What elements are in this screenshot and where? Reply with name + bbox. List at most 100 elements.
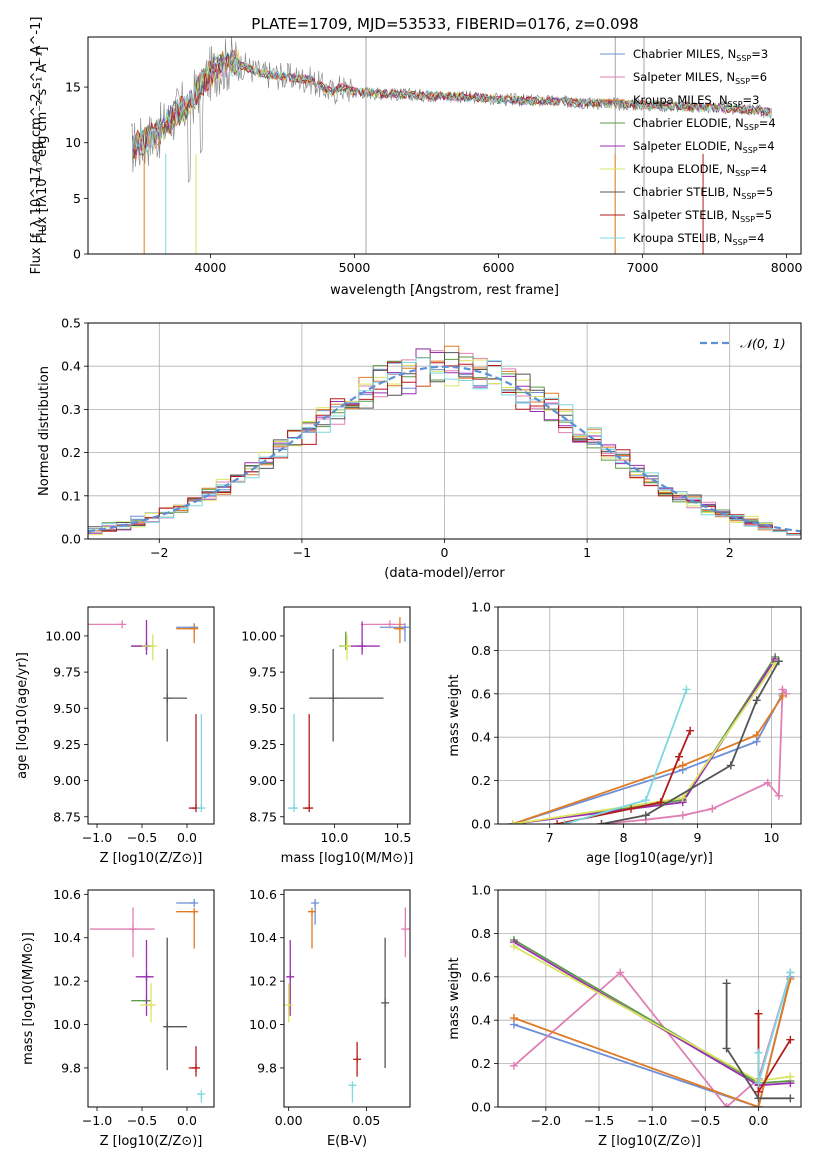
y-tick-label: 9.00 — [53, 773, 81, 788]
x-tick-label: 0.05 — [353, 1113, 381, 1128]
y-tick-label: 10.0 — [249, 1017, 277, 1032]
x-tick-label: −0.5 — [690, 1113, 720, 1128]
y-tick-label: 10.4 — [53, 930, 81, 945]
y-tick-label: 1.0 — [471, 883, 491, 898]
y-tick-label: 0.2 — [471, 1056, 491, 1071]
y-tick-label: 10.00 — [45, 628, 81, 643]
axes-frame — [497, 889, 802, 1108]
data-point — [148, 642, 157, 651]
y-tick-label: 1.0 — [471, 600, 491, 615]
data-point — [754, 1048, 763, 1057]
axes-frame — [87, 606, 215, 825]
x-axis-label: Z [log10(Z/Z⊙)] — [598, 1134, 701, 1149]
y-tick-label: 10 — [65, 135, 81, 150]
weight-line — [601, 687, 787, 824]
data-point — [353, 1055, 362, 1064]
panel-spectrum: 4000 5000 6000 7000 8000 0 5 10 15 wavelength [An… — [29, 17, 803, 298]
axes-frame — [283, 606, 411, 825]
y-tick-label: 0.5 — [61, 316, 81, 331]
x-tick-label: −1 — [293, 545, 311, 560]
massweight_vs_Z-plot-area — [498, 890, 801, 1107]
data-point — [786, 1072, 795, 1081]
data-point — [190, 907, 199, 916]
y-tick-label: 0.0 — [471, 817, 491, 832]
x-tick-label: 0 — [441, 545, 449, 560]
y-tick-label: 0.4 — [471, 1013, 491, 1028]
y-axis-label: mass weight — [447, 957, 462, 1039]
legend-label: Salpeter STELIB, NSSP=5 — [633, 208, 772, 224]
x-tick-label: 10.0 — [320, 830, 348, 845]
massweight_vs_age-plot-area — [498, 607, 801, 824]
data-point — [190, 624, 199, 633]
age_vs_Z-plot-area — [88, 620, 206, 813]
data-point — [163, 694, 172, 703]
data-point — [129, 925, 137, 934]
data-point — [147, 1001, 155, 1010]
y-tick-label: 0.4 — [61, 359, 81, 374]
data-point — [774, 791, 783, 800]
model-spectrum-line — [132, 56, 771, 160]
x-tick-label: 8 — [620, 830, 628, 845]
data-point — [284, 1001, 293, 1010]
data-point — [348, 1081, 357, 1090]
data-point — [786, 968, 795, 977]
data-point — [627, 804, 636, 813]
y-tick-label: 9.50 — [249, 701, 277, 716]
y-axis-label: Flux [fλ10⁻¹⁷ erg cm⁻² s⁻¹ A⁻¹] — [35, 47, 50, 244]
data-point — [395, 624, 404, 633]
observed-spectrum-line — [130, 37, 772, 183]
legend-label: Kroupa ELODIE, NSSP=4 — [633, 162, 767, 178]
model-spectrum-line — [132, 51, 771, 157]
axes-frame — [87, 322, 802, 540]
data-point — [678, 761, 687, 770]
histogram-salpeter-stelib — [88, 357, 801, 535]
y-axis-label: mass [log10(M/M⊙)] — [21, 932, 36, 1065]
data-point — [509, 942, 518, 951]
y-tick-label: 10.2 — [53, 974, 81, 989]
y-tick-label: 8.75 — [53, 809, 81, 824]
model-spectrum-line — [132, 51, 771, 154]
y-tick-label: 0.8 — [471, 926, 491, 941]
data-point — [752, 731, 761, 740]
x-tick-label: −1.5 — [584, 1113, 614, 1128]
data-point — [308, 907, 316, 916]
model-spectrum-line — [132, 49, 771, 154]
gaussian-curve — [88, 365, 801, 533]
data-point — [358, 642, 367, 651]
x-axis-label: (data-model)/error — [384, 566, 505, 581]
data-point — [197, 1089, 206, 1098]
x-tick-label: 0.0 — [177, 830, 197, 845]
y-tick-label: 15 — [65, 80, 81, 95]
legend-label: Kroupa STELIB, NSSP=4 — [633, 231, 764, 247]
y-tick-label: 0.1 — [61, 488, 81, 503]
panel-residuals: −2 −1 0 1 2 0.0 0.1 0.2 0.3 0.4 0.5 (data-model)/er… — [37, 316, 802, 581]
data-point — [678, 793, 687, 802]
data-point — [778, 691, 787, 700]
panel-massweight_vs_Z: −2.0 −1.5 −1.0 −0.5 0.0 0.0 0.2 0.4 0.6 0.8 1.0 Z [… — [447, 883, 802, 1149]
y-tick-label: 0.2 — [61, 445, 81, 460]
data-point — [286, 972, 295, 981]
residuals-plot-area — [88, 323, 801, 539]
y-tick-label: 9.8 — [61, 1060, 81, 1075]
data-point — [754, 1079, 763, 1088]
data-point — [754, 1103, 763, 1107]
panel-mass_vs_ebv: 0.00 0.05 9.8 10.0 10.2 10.4 10.6 E(B-V) — [249, 887, 411, 1149]
x-tick-label: 9 — [694, 830, 702, 845]
data-point — [163, 1022, 172, 1031]
x-tick-label: 2 — [726, 545, 734, 560]
x-tick-label: −1.0 — [82, 1113, 112, 1128]
x-tick-label: 4000 — [195, 260, 227, 275]
axes-frame — [497, 606, 802, 825]
y-axis-label: mass weight — [447, 674, 462, 756]
x-tick-label: −1.0 — [82, 830, 112, 845]
weight-line — [512, 656, 776, 824]
weight-line — [512, 695, 784, 824]
data-point — [290, 804, 299, 813]
data-point — [401, 925, 410, 934]
data-point — [722, 1044, 731, 1053]
x-tick-label: −2 — [150, 545, 168, 560]
y-tick-label: 0.6 — [471, 969, 491, 984]
data-point — [641, 796, 650, 805]
weight-line — [512, 658, 776, 824]
